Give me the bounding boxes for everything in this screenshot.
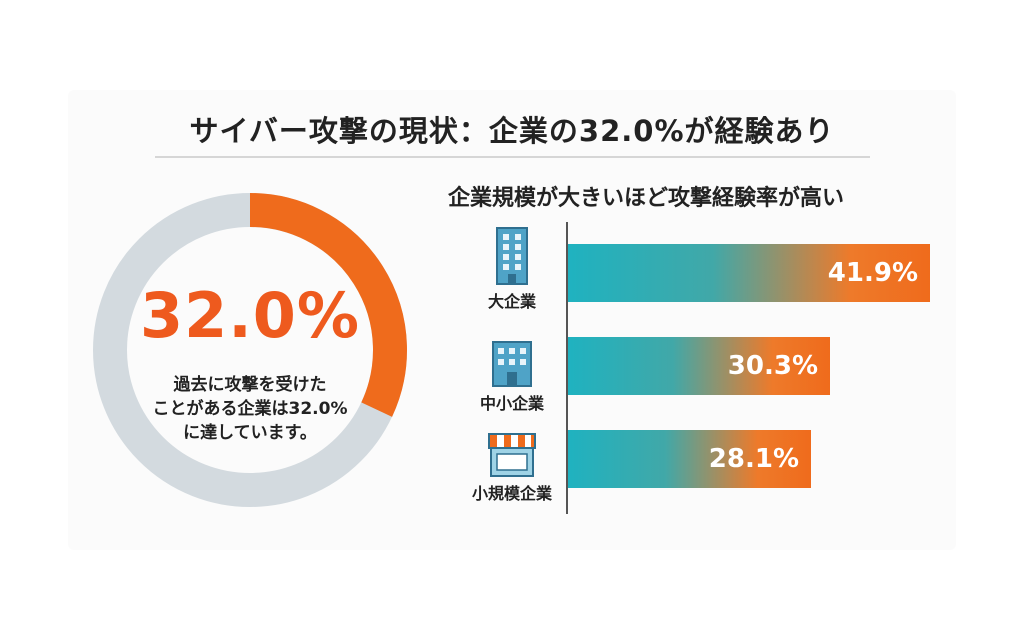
donut-value-label: 32.0% [139, 279, 361, 352]
bar-data-label: 41.9% [827, 258, 918, 288]
donut-svg [93, 193, 407, 507]
storefront-icon [488, 433, 536, 477]
donut-chart: 32.0% 過去に攻撃を受けた ことがある企業は32.0% に達しています。 [85, 185, 415, 515]
donut-description-line-1: 過去に攻撃を受けた [173, 375, 327, 395]
bar-axis-line [566, 222, 568, 514]
category-small-business: 小規模企業 [462, 430, 562, 504]
bar-2: 30.3% [568, 337, 830, 395]
category-label: 大企業 [487, 292, 536, 311]
page-title: サイバー攻撃の現状：企業の32.0%が経験あり [189, 114, 835, 148]
bar-3: 28.1% [568, 430, 811, 488]
donut-description-line-3: に達しています。 [183, 423, 317, 443]
donut-description-line-2: ことがある企業は32.0% [152, 399, 348, 419]
bar-data-label: 30.3% [727, 351, 818, 381]
category-large-enterprise: 大企業 [462, 224, 562, 312]
title-divider [155, 156, 870, 158]
category-label: 中小企業 [479, 394, 544, 413]
bar-1: 41.9% [568, 244, 930, 302]
office-building-icon [492, 341, 532, 387]
bar-chart-title: 企業規模が大きいほど攻撃経験率が高い [448, 186, 845, 211]
donut-description: 過去に攻撃を受けた ことがある企業は32.0% に達しています。 [145, 373, 355, 445]
category-sme: 中小企業 [462, 338, 562, 414]
donut-filled-slice [249, 193, 407, 417]
bar-data-label: 28.1% [708, 444, 799, 474]
category-label: 小規模企業 [471, 484, 552, 503]
office-building-icon [496, 227, 528, 285]
